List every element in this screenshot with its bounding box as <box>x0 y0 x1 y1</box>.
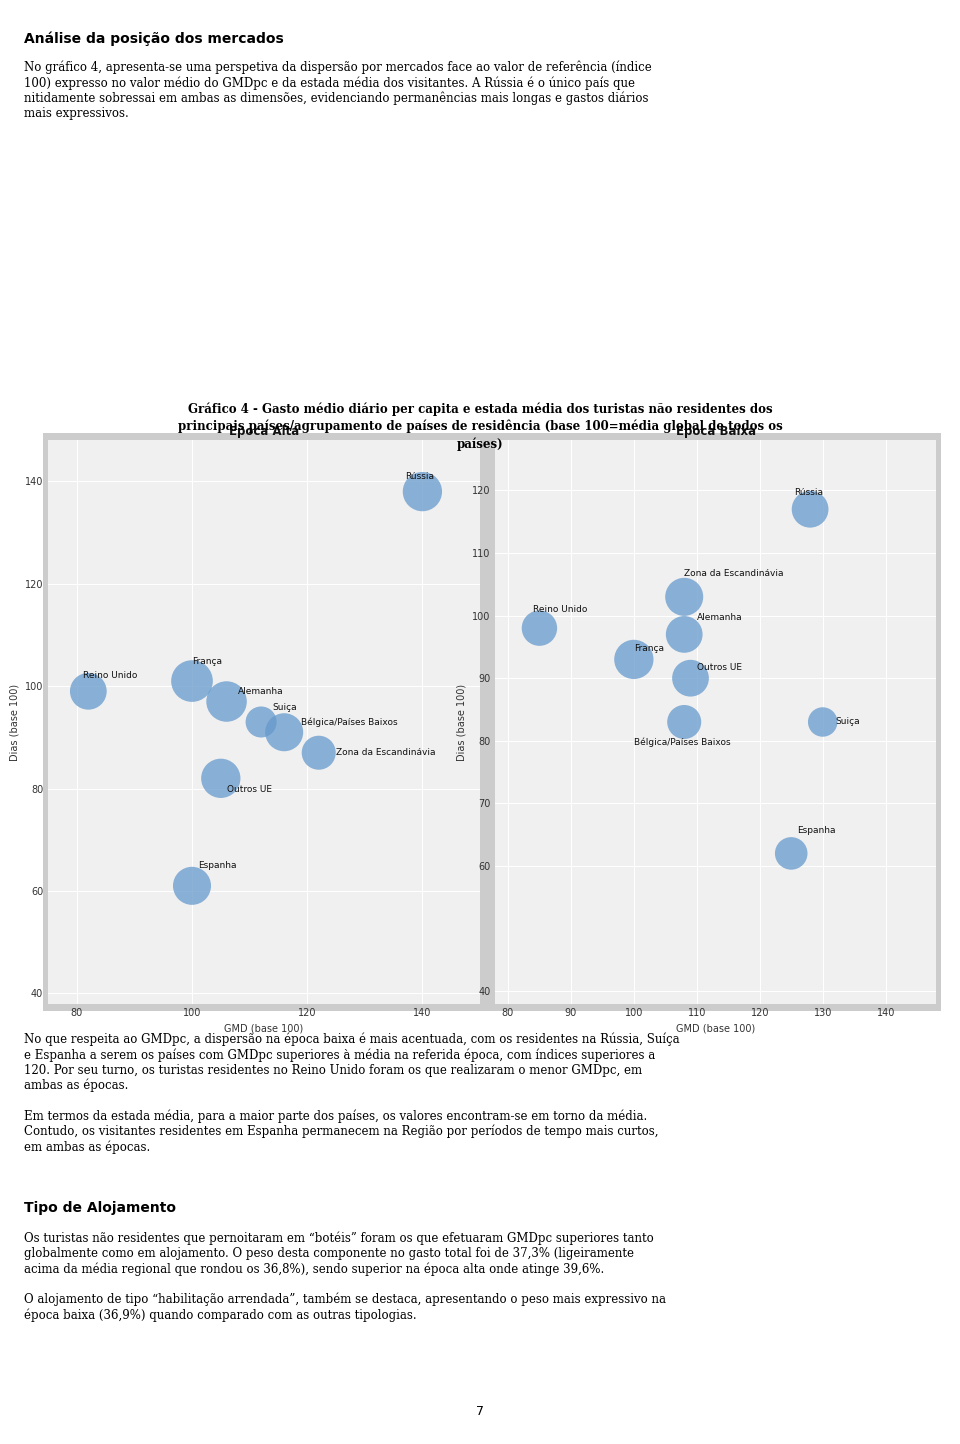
Text: Espanha: Espanha <box>798 826 836 835</box>
Point <box>626 648 641 671</box>
Text: Outros UE: Outros UE <box>697 663 742 671</box>
Text: Rússia: Rússia <box>405 472 434 481</box>
Y-axis label: Dias (base 100): Dias (base 100) <box>456 683 467 761</box>
Text: países): países) <box>457 438 503 451</box>
Point <box>184 670 200 693</box>
Text: Gráfico 4 - Gasto médio diário per capita e estada média dos turistas não reside: Gráfico 4 - Gasto médio diário per capit… <box>188 403 772 416</box>
Text: No que respeita ao GMDpc, a dispersão na época baixa é mais acentuada, com os re: No que respeita ao GMDpc, a dispersão na… <box>24 1032 680 1154</box>
Text: Zona da Escandinávia: Zona da Escandinávia <box>684 569 783 578</box>
Point <box>219 690 234 713</box>
Point <box>683 667 698 690</box>
Point <box>184 874 200 897</box>
X-axis label: GMD (base 100): GMD (base 100) <box>225 1024 303 1034</box>
Text: França: França <box>192 657 222 666</box>
Text: Os turistas não residentes que pernoitaram em “botéis” foram os que efetuaram GM: Os turistas não residentes que pernoitar… <box>24 1232 666 1323</box>
Text: No gráfico 4, apresenta-se uma perspetiva da dispersão por mercados face ao valo: No gráfico 4, apresenta-se uma perspetiv… <box>24 61 652 120</box>
Text: Zona da Escandinávia: Zona da Escandinávia <box>336 748 436 757</box>
Point <box>276 721 292 744</box>
Text: Bélgica/Países Baixos: Bélgica/Países Baixos <box>634 738 731 747</box>
Text: Tipo de Alojamento: Tipo de Alojamento <box>24 1201 176 1216</box>
Text: Alemanha: Alemanha <box>238 687 284 696</box>
Point <box>803 498 818 521</box>
Text: França: França <box>634 644 664 653</box>
Point <box>532 617 547 640</box>
Point <box>677 710 692 734</box>
Text: 7: 7 <box>476 1405 484 1418</box>
X-axis label: GMD (base 100): GMD (base 100) <box>676 1024 756 1034</box>
Point <box>213 767 228 790</box>
Text: Análise da posição dos mercados: Análise da posição dos mercados <box>24 32 284 46</box>
Text: Bélgica/Países Baixos: Bélgica/Países Baixos <box>301 718 398 728</box>
Point <box>815 710 830 734</box>
Title: Epoca Baixa: Epoca Baixa <box>676 425 756 438</box>
Text: Outros UE: Outros UE <box>227 784 272 794</box>
Text: Suiça: Suiça <box>273 703 298 712</box>
Text: Suiça: Suiça <box>835 718 860 726</box>
Point <box>677 585 692 608</box>
Y-axis label: Dias (base 100): Dias (base 100) <box>9 683 19 761</box>
Point <box>253 710 269 734</box>
Text: Rússia: Rússia <box>794 488 823 497</box>
Point <box>81 680 96 703</box>
Text: Reino Unido: Reino Unido <box>533 605 588 614</box>
Text: principais países/agrupamento de países de residência (base 100=média global de : principais países/agrupamento de países … <box>178 420 782 433</box>
Text: Espanha: Espanha <box>198 862 236 871</box>
Point <box>783 842 799 865</box>
Point <box>415 479 430 503</box>
Title: Epoca Alta: Epoca Alta <box>228 425 300 438</box>
Text: Reino Unido: Reino Unido <box>83 671 137 680</box>
Point <box>677 622 692 645</box>
Point <box>311 741 326 764</box>
Text: Alemanha: Alemanha <box>697 612 742 622</box>
